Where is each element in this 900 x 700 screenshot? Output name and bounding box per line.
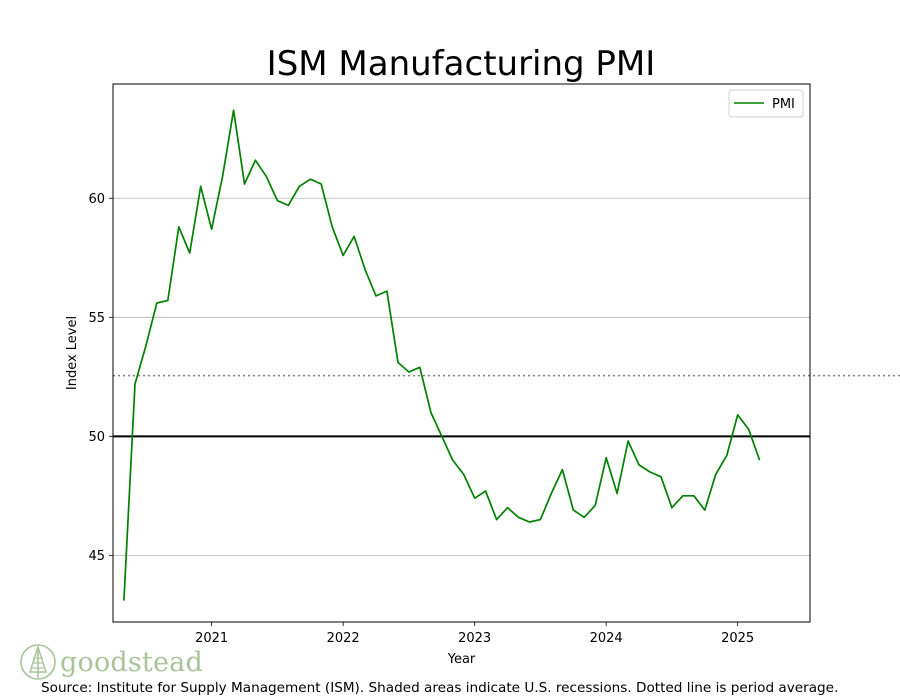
goodstead-logo: goodstead — [20, 642, 203, 682]
x-tick-label: 2022 — [327, 631, 360, 646]
x-tick-label: 2023 — [458, 631, 491, 646]
tree-icon — [20, 644, 56, 680]
x-tick-label: 2021 — [195, 631, 228, 646]
series-line-pmi — [123, 109, 761, 601]
y-axis: 45 50 55 60 — [88, 192, 113, 564]
legend-label-pmi: PMI — [772, 97, 795, 112]
x-tick-label: 2025 — [721, 631, 754, 646]
y-tick-label: 50 — [88, 430, 105, 445]
y-tick-label: 55 — [88, 311, 105, 326]
legend: PMI — [728, 89, 804, 118]
series-layer — [123, 109, 761, 601]
chart-title: ISM Manufacturing PMI — [266, 44, 656, 84]
reference-lines — [113, 374, 900, 438]
x-axis-label: Year — [447, 652, 476, 667]
source-note: Source: Institute for Supply Management … — [41, 680, 839, 696]
gridlines — [113, 197, 810, 556]
y-tick-label: 60 — [88, 192, 105, 207]
legend-box — [728, 89, 804, 118]
y-tick-label: 45 — [88, 549, 105, 564]
plot-area-frame — [112, 83, 811, 623]
y-axis-label: Index Level — [65, 316, 80, 390]
logo-wordmark: goodstead — [60, 646, 203, 678]
x-tick-label: 2024 — [590, 631, 623, 646]
x-axis: 2021 2022 2023 2024 2025 — [195, 622, 754, 646]
